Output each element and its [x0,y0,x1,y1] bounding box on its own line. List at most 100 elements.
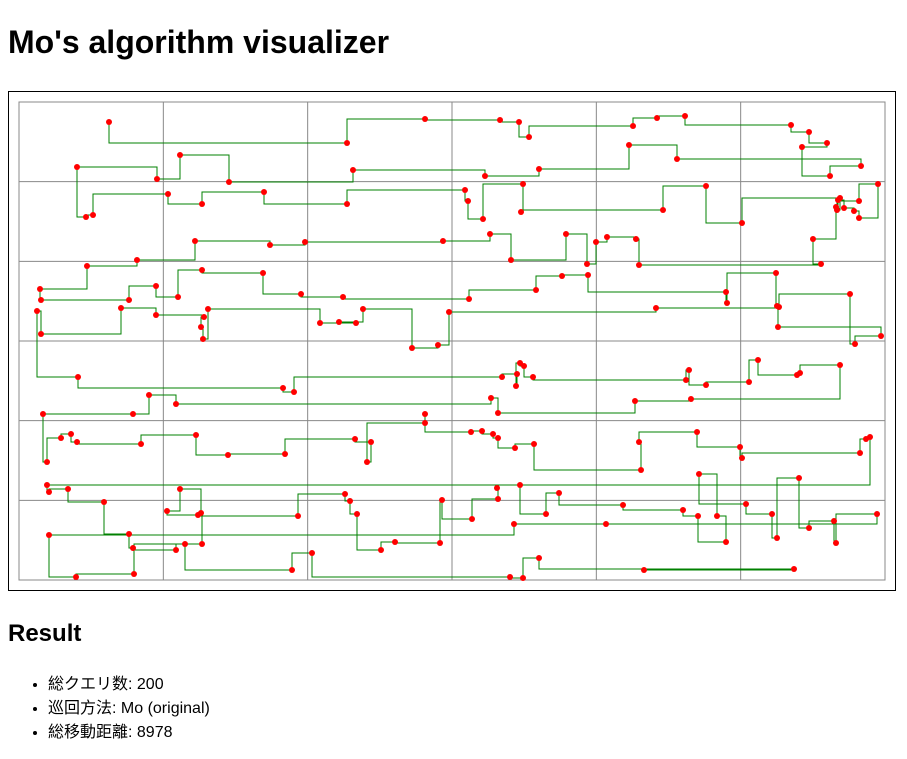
query-point [683,377,689,383]
result-item-total-queries: 総クエリ数: 200 [48,673,210,697]
query-point [130,545,136,551]
query-point [146,392,152,398]
query-point [858,163,864,169]
query-point [695,513,701,519]
query-point [563,231,569,237]
query-point [488,395,494,401]
query-point [261,189,267,195]
query-point [660,207,666,213]
query-point [347,498,353,504]
query-point [531,441,537,447]
query-point [773,270,779,276]
query-point [302,239,308,245]
query-point [512,445,518,451]
query-point [703,382,709,388]
query-point [138,441,144,447]
query-point [507,574,513,580]
query-point [440,238,446,244]
query-point [703,183,709,189]
query-point [289,567,295,573]
query-point [353,320,359,326]
query-point [177,152,183,158]
query-point [724,300,730,306]
query-point [466,296,472,302]
query-point [584,261,590,267]
query-point [336,319,342,325]
query-point [641,567,647,573]
query-point [182,541,188,547]
query-point [797,370,803,376]
query-point [682,113,688,119]
query-point [653,305,659,311]
query-point [309,550,315,556]
query-point [422,420,428,426]
query-point [516,119,522,125]
query-point [513,383,519,389]
query-point [636,262,642,268]
query-point [199,267,205,273]
query-point [193,432,199,438]
query-point [638,467,644,473]
query-point [495,435,501,441]
query-point [739,455,745,461]
query-point [487,231,493,237]
query-point [364,459,370,465]
query-point [769,511,775,517]
query-point [267,242,273,248]
query-point [344,201,350,207]
query-point [632,398,638,404]
query-point [723,539,729,545]
query-point [101,499,107,505]
query-point [604,234,610,240]
result-value: 8978 [136,724,173,741]
query-point [585,272,591,278]
query-point [521,363,527,369]
query-point [360,306,366,312]
query-point [118,305,124,311]
query-point [68,431,74,437]
query-point [654,115,660,121]
query-point [775,324,781,330]
query-point [280,385,286,391]
query-point [44,482,50,488]
query-point [199,201,205,207]
query-point [636,439,642,445]
query-point [874,511,880,517]
query-point [857,450,863,456]
query-point [626,142,632,148]
query-point [856,198,862,204]
query-point [674,156,680,162]
query-point [84,263,90,269]
query-point [295,513,301,519]
result-value: Mo (original) [120,700,210,717]
query-point [833,204,839,210]
query-point [354,511,360,517]
query-point [462,187,468,193]
query-point [694,429,700,435]
query-point [494,485,500,491]
visualizer-canvas [8,91,896,591]
query-point [344,140,350,146]
query-point [350,167,356,173]
query-point [806,129,812,135]
query-point [696,471,702,477]
query-point [173,547,179,553]
query-point [468,429,474,435]
result-label: 総クエリ数 [48,676,129,693]
query-point [847,291,853,297]
query-point [774,303,780,309]
query-point [37,286,43,292]
query-point [199,541,205,547]
result-list: 総クエリ数: 200 巡回方法: Mo (original) 総移動距離: 89… [48,673,210,745]
query-point [46,489,52,495]
query-point [74,164,80,170]
query-point [799,144,805,150]
query-point [835,197,841,203]
query-point [465,198,471,204]
query-point [134,257,140,263]
query-point [556,490,562,496]
query-point [824,140,830,146]
query-point [44,459,50,465]
page-title: Mo's algorithm visualizer [8,24,390,60]
query-point [422,411,428,417]
